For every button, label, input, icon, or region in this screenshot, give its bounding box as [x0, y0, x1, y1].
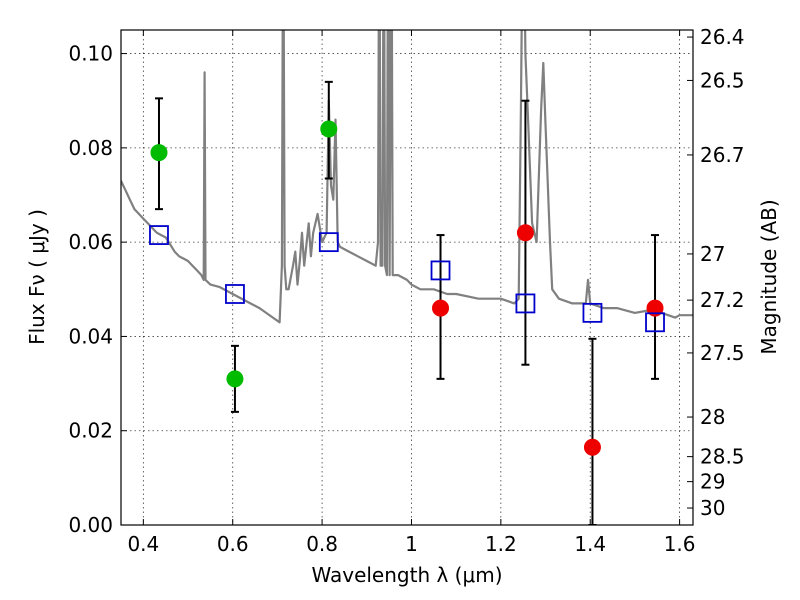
right-tick-label: 27	[700, 242, 725, 266]
data-point	[583, 438, 601, 456]
x-tick-label: 1.2	[485, 532, 517, 556]
data-point	[150, 144, 168, 162]
right-tick-label: 27.5	[700, 341, 745, 365]
x-tick-label: 0.4	[127, 532, 159, 556]
y-axis: 0.00 0.02 0.04 0.06 0.08 0.10	[68, 42, 127, 537]
y-tick-label: 0.02	[68, 419, 113, 443]
data-point	[432, 299, 450, 317]
model-point	[149, 225, 169, 245]
x-tick-label: 1.6	[664, 532, 696, 556]
data-point	[226, 370, 244, 388]
y-tick-label: 0.08	[68, 136, 113, 160]
right-tick-label: 26.5	[700, 68, 745, 92]
series-layer	[121, 30, 693, 525]
model-point	[430, 260, 451, 281]
model-point	[582, 302, 603, 323]
x-axis: 0.4 0.6 0.8 1 1.2 1.4 1.6	[127, 30, 696, 556]
right-tick-label: 26.7	[700, 143, 745, 167]
right-tick-label: 28	[700, 405, 725, 429]
model-point	[645, 312, 665, 333]
right-tick-label: 28.5	[700, 445, 745, 469]
plot-background	[121, 30, 693, 525]
y-tick-label: 0.04	[68, 324, 113, 348]
data-point	[516, 224, 534, 242]
data-point	[646, 299, 664, 317]
model-point	[318, 232, 339, 253]
x-axis-label: Wavelength λ (μm)	[311, 563, 502, 587]
model-point	[225, 284, 245, 304]
right-tick-label: 29	[700, 470, 725, 494]
plot-frame	[120, 29, 694, 526]
right-tick-label: 27.2	[700, 288, 745, 312]
y-tick-label: 0.06	[68, 230, 113, 254]
right-axis-label: Magnitude (AB)	[757, 199, 781, 354]
right-tick-label: 26.4	[700, 25, 745, 49]
x-tick-label: 0.8	[306, 532, 338, 556]
x-tick-label: 1.4	[574, 532, 606, 556]
spectrum-line	[121, 30, 693, 324]
grid	[121, 30, 693, 526]
y-axis-label: Flux Fν ( μJy )	[25, 209, 49, 345]
y-tick-label: 0.10	[68, 42, 113, 66]
x-tick-label: 1	[405, 532, 418, 556]
data-point	[320, 120, 338, 138]
y-tick-label: 0.00	[68, 513, 113, 537]
model-point	[515, 293, 536, 314]
right-tick-label: 30	[700, 496, 725, 520]
x-tick-label: 0.6	[217, 532, 249, 556]
